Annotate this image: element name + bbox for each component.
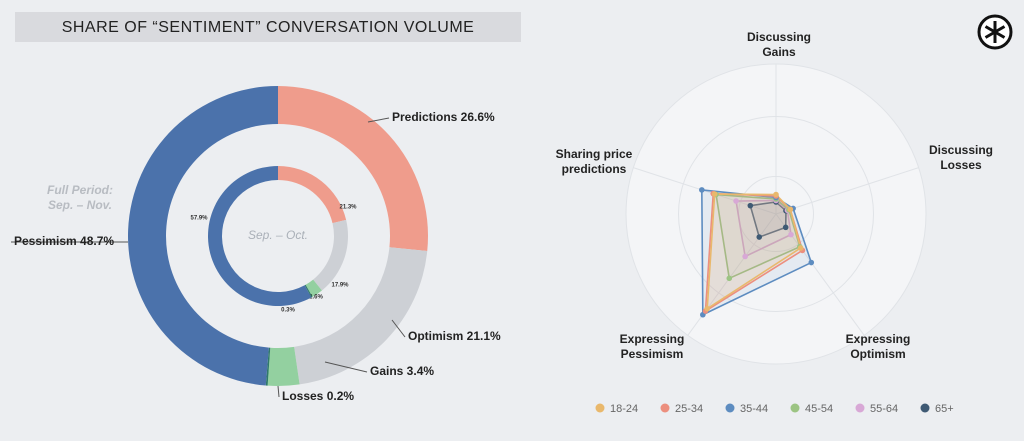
legend-marker	[725, 403, 735, 413]
data-label: 21.3%	[339, 205, 357, 211]
leader-line	[324, 361, 368, 373]
data-label: 17.9%	[331, 283, 349, 289]
radar-point	[787, 206, 794, 213]
axis-label: Expressing Pessimism	[619, 332, 685, 361]
legend-marker	[790, 403, 800, 413]
chart-title: SHARE OF “SENTIMENT” CONVERSATION VOLUME	[62, 19, 475, 36]
radar-point	[756, 234, 763, 240]
donut-segment	[267, 346, 300, 386]
series-label: Sep. – Oct.	[247, 228, 309, 242]
data-label: Predictions 26.6%	[392, 110, 495, 124]
legend-label: 65+	[935, 403, 954, 415]
donut-segment	[278, 86, 429, 252]
donut-segment	[265, 347, 271, 386]
radar-point	[699, 187, 705, 193]
radar-point	[808, 259, 815, 266]
leader-line	[367, 117, 390, 123]
donut-segment	[208, 166, 312, 306]
radar-point	[704, 305, 711, 312]
leader-line	[277, 385, 280, 398]
radar-spoke	[775, 167, 919, 215]
legend-label: 35-44	[740, 403, 768, 415]
legend-marker	[920, 403, 930, 413]
radar-point	[773, 191, 779, 198]
donut-segment	[127, 86, 278, 386]
radar-point	[747, 202, 754, 209]
data-label: Pessimism 48.7%	[14, 234, 114, 248]
radar-point	[742, 253, 748, 260]
radar-point	[726, 275, 733, 282]
logo	[977, 14, 1013, 50]
legend-marker	[595, 403, 605, 413]
radar-point	[711, 191, 718, 197]
legend-marker	[660, 403, 670, 413]
donut-segment	[278, 166, 347, 224]
data-label: Gains 3.4%	[370, 364, 434, 378]
donut-segment	[313, 219, 348, 291]
axis-label: Expressing Optimism	[845, 332, 911, 361]
axis-label: Sharing price predictions	[555, 147, 633, 176]
data-label: 2.6%	[309, 295, 323, 301]
donut-segment	[305, 279, 322, 297]
legend-label: 18-24	[610, 403, 638, 415]
legend-label: 55-64	[870, 403, 898, 415]
axis-label: Discussing Gains	[746, 30, 812, 59]
data-label: Losses 0.2%	[282, 389, 354, 403]
title-banner	[15, 12, 521, 42]
data-label: 57.9%	[190, 216, 208, 222]
series-label: Full Period: Sep. – Nov.	[47, 183, 113, 212]
legend-label: 25-34	[675, 403, 703, 415]
radar-point	[782, 224, 789, 231]
leader-line	[391, 319, 406, 338]
legend-marker	[855, 403, 865, 413]
radar-point	[788, 231, 794, 238]
radar-point	[797, 245, 804, 251]
axis-label: Discussing Losses	[928, 143, 994, 172]
legend-label: 45-54	[805, 403, 833, 415]
radar-point	[733, 198, 739, 204]
data-label: Optimism 21.1%	[408, 329, 501, 343]
data-label: 0.3%	[281, 308, 295, 314]
donut-segment	[294, 247, 428, 385]
donut-segment	[304, 284, 313, 298]
